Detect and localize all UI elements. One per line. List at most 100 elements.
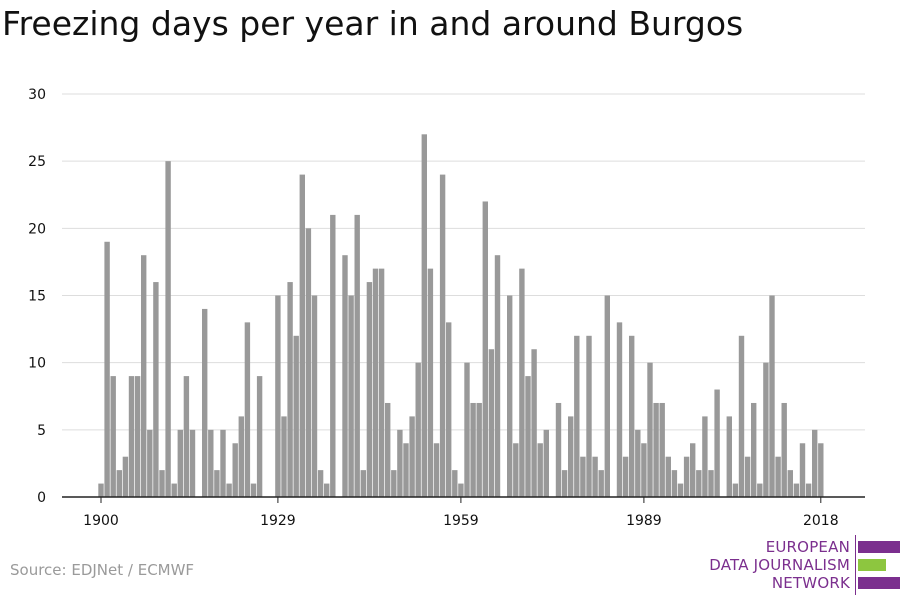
bar: 1905: 9 xyxy=(128,376,135,497)
bar: 1920: 5 xyxy=(220,429,226,497)
bar: 1931: 16 xyxy=(287,282,293,497)
bar: 1996: 3 xyxy=(683,456,690,497)
x-tick-label: 2018 xyxy=(803,513,839,529)
bar: 2001: 8 xyxy=(714,389,720,497)
bar: 1960: 10 xyxy=(464,362,470,497)
bar: 1906: 9 xyxy=(134,376,141,497)
bar: 1951: 6 xyxy=(409,416,415,497)
bar: 1932: 12 xyxy=(293,335,299,497)
bar: 1976: 2 xyxy=(561,470,568,497)
bar: 1964: 11 xyxy=(488,349,495,497)
bar: 1965: 18 xyxy=(494,255,501,497)
bar: 1997: 4 xyxy=(690,443,696,497)
bar: 1923: 6 xyxy=(238,416,244,497)
bar: 2011: 3 xyxy=(775,456,781,497)
bar: 1949: 5 xyxy=(397,429,403,497)
bar: 1958: 2 xyxy=(452,470,458,497)
bar: 1992: 7 xyxy=(659,402,665,497)
x-tick-label: 1989 xyxy=(626,513,662,529)
bar: 1943: 2 xyxy=(360,470,366,497)
bar: 1959: 1 xyxy=(458,483,464,497)
bar: 1918: 5 xyxy=(208,429,214,497)
bar: 1948: 2 xyxy=(391,470,397,497)
bar: 1962: 7 xyxy=(476,402,482,497)
bars: 1900: 11901: 191902: 91903: 21904: 31905… xyxy=(98,134,824,498)
bar: 1910: 2 xyxy=(159,470,165,497)
x-tick-label: 1959 xyxy=(443,513,479,529)
bar: 1946: 17 xyxy=(378,268,385,497)
bar: 1952: 10 xyxy=(415,362,421,497)
bar: 1979: 3 xyxy=(580,456,586,497)
bar: 2006: 3 xyxy=(744,456,751,497)
y-tick-label: 30 xyxy=(28,87,46,103)
bar: 1969: 17 xyxy=(519,268,525,497)
x-tick-label: 1900 xyxy=(83,513,119,529)
bar: 1902: 9 xyxy=(110,376,116,497)
bar: 1956: 24 xyxy=(439,174,446,497)
y-axis: 0 5 10 15 20 25 30 xyxy=(28,87,46,506)
edjnet-logo: EUROPEAN DATA JOURNALISM NETWORK xyxy=(700,535,900,595)
bar: 1957: 13 xyxy=(446,322,452,497)
bar: 1900: 1 xyxy=(98,483,104,497)
bar: 2010: 15 xyxy=(769,295,775,497)
x-tick-label: 1929 xyxy=(260,513,296,529)
bar: 1917: 14 xyxy=(202,308,208,497)
bar: 1911: 25 xyxy=(165,161,171,498)
bar: 1922: 4 xyxy=(232,443,238,497)
bar: 1937: 1 xyxy=(324,483,330,497)
bar: 2015: 4 xyxy=(799,443,806,497)
bar: 1915: 5 xyxy=(189,429,196,497)
bar: 1988: 5 xyxy=(635,429,641,497)
bar: 2018: 4 xyxy=(818,443,824,497)
y-tick-label: 20 xyxy=(28,221,46,237)
bar: 1924: 13 xyxy=(244,322,251,497)
bar: 1967: 15 xyxy=(507,295,513,497)
bar: 2005: 12 xyxy=(738,335,745,497)
bar: 1941: 15 xyxy=(348,295,354,497)
bar: 1935: 15 xyxy=(311,295,318,497)
y-tick-label: 10 xyxy=(28,356,46,372)
bar: 1944: 16 xyxy=(366,282,373,497)
bar: 2008: 1 xyxy=(757,483,763,497)
bar: 2016: 1 xyxy=(805,483,812,497)
bar: 1990: 10 xyxy=(647,362,653,497)
bar: 1985: 13 xyxy=(616,322,623,497)
bar: 1950: 4 xyxy=(403,443,409,497)
chart-title: Freezing days per year in and around Bur… xyxy=(2,4,744,43)
bar: 1938: 21 xyxy=(330,214,336,497)
bar: 2004: 1 xyxy=(732,483,739,497)
bar: 1921: 1 xyxy=(226,483,232,497)
bar: 1930: 6 xyxy=(281,416,287,497)
logo-rule xyxy=(855,535,856,595)
bar: 2003: 6 xyxy=(726,416,732,497)
logo-bar-3 xyxy=(858,577,900,589)
bar: 1904: 3 xyxy=(122,456,129,497)
bar: 1945: 17 xyxy=(372,268,379,497)
bar: 1925: 1 xyxy=(250,483,257,497)
bar: 2000: 2 xyxy=(708,470,714,497)
bar: 1973: 5 xyxy=(543,429,549,497)
bar: 1999: 6 xyxy=(702,416,708,497)
bar: 1903: 2 xyxy=(116,470,122,497)
bar: 1971: 11 xyxy=(531,349,537,497)
bar: 1995: 1 xyxy=(677,483,684,497)
bar: 1912: 1 xyxy=(171,483,177,497)
bar: 1972: 4 xyxy=(537,443,543,497)
bar: 1913: 5 xyxy=(177,429,183,497)
bar: 1970: 9 xyxy=(525,376,531,497)
bar: 1991: 7 xyxy=(653,402,659,497)
bar: 2017: 5 xyxy=(812,429,818,497)
bar: 1955: 4 xyxy=(433,443,440,497)
x-axis: 1900 1929 1959 1989 2018 xyxy=(62,496,865,529)
bar: 2009: 10 xyxy=(763,362,769,497)
bar: 1998: 2 xyxy=(696,470,702,497)
bar: 1940: 18 xyxy=(342,255,348,497)
bar: 2013: 2 xyxy=(787,470,793,497)
logo-line-3: NETWORK xyxy=(771,574,850,592)
bar: 1993: 3 xyxy=(665,456,671,497)
grid-lines xyxy=(62,93,865,431)
y-tick-label: 25 xyxy=(28,154,46,170)
bar: 1963: 22 xyxy=(482,201,488,497)
bar: 1933: 24 xyxy=(299,174,305,497)
logo-bar-2 xyxy=(858,559,886,571)
